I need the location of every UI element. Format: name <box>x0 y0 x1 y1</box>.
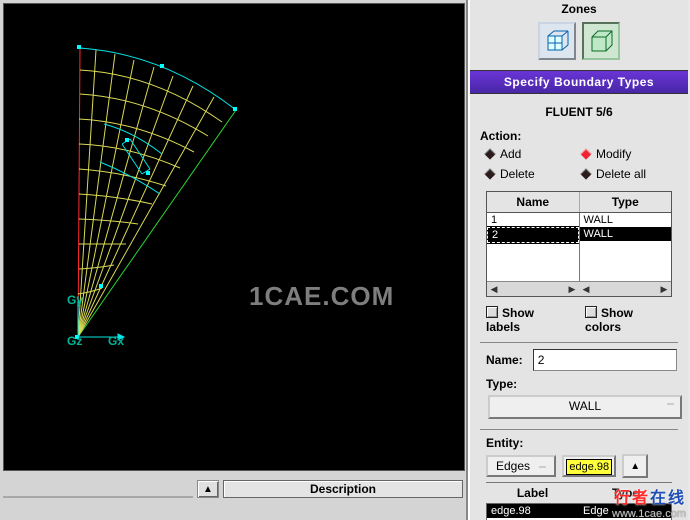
action-add[interactable]: Add <box>486 147 582 161</box>
type-value: WALL <box>569 399 601 413</box>
axis-x-label: Gx <box>108 334 124 348</box>
type-dropdown[interactable]: WALL <box>488 395 682 419</box>
zones-tool-boundary[interactable] <box>538 22 576 60</box>
entity-list[interactable]: edge.98 Edge <box>486 503 672 520</box>
viewport-watermark: 1CAE.COM <box>249 281 394 312</box>
checkbox-icon <box>486 306 498 318</box>
cube-solid-icon <box>589 29 613 53</box>
col-label: Label <box>486 483 579 503</box>
name-input[interactable] <box>533 349 677 371</box>
entity-value: edge.98 <box>566 459 612 475</box>
solver-label: FLUENT 5/6 <box>480 105 678 119</box>
checkbox-icon <box>585 306 597 318</box>
entity-type-cell: Edge <box>579 504 671 518</box>
entity-up-button[interactable]: ▲ <box>622 454 648 478</box>
col-type2: Type <box>579 483 672 503</box>
axis-y-label: Gy <box>67 293 83 307</box>
description-header: Description <box>223 480 463 498</box>
action-delete-label: Delete <box>500 167 535 181</box>
diamond-icon <box>580 148 591 159</box>
diamond-icon <box>484 148 495 159</box>
axis-z-label: Gz <box>67 334 82 348</box>
mesh-viewport[interactable]: Gy Gz Gx 1CAE.COM <box>3 3 465 471</box>
entity-label: Entity: <box>486 436 678 450</box>
action-modify-label: Modify <box>596 147 631 161</box>
list-item[interactable]: WALL <box>580 213 672 227</box>
action-delete-all-label: Delete all <box>596 167 646 181</box>
type-hscroll[interactable]: ◀▶ <box>579 281 671 296</box>
show-colors-check[interactable]: Show colors <box>585 305 672 334</box>
mesh-canvas: Gy Gz Gx <box>4 4 464 470</box>
show-labels-check[interactable]: Show labels <box>486 305 571 334</box>
action-add-label: Add <box>500 147 521 161</box>
diamond-icon <box>580 168 591 179</box>
entity-label-cell: edge.98 <box>487 504 579 518</box>
cube-grid-icon <box>545 29 569 53</box>
name-listbox[interactable]: 1 2 <box>487 213 580 281</box>
diamond-icon <box>484 168 495 179</box>
entity-menu-label: Edges <box>496 459 530 473</box>
list-item[interactable]: 1 <box>487 213 579 227</box>
entity-menu[interactable]: Edges <box>486 455 556 477</box>
zones-tool-continuum[interactable] <box>582 22 620 60</box>
list-item[interactable]: 2 <box>487 227 579 243</box>
list-item[interactable]: WALL <box>580 227 672 241</box>
dropdown-icon <box>539 466 546 468</box>
action-modify[interactable]: Modify <box>582 147 678 161</box>
action-label: Action: <box>480 129 678 143</box>
entity-field[interactable]: edge.98 <box>562 455 616 477</box>
col-name: Name <box>487 192 580 212</box>
boundary-table: Name Type 1 2 WALL WALL ◀▶ ◀▶ <box>486 191 672 297</box>
type-label: Type: <box>486 377 678 391</box>
desc-up-button[interactable]: ▲ <box>197 480 219 498</box>
zones-title: Zones <box>470 0 688 16</box>
type-listbox[interactable]: WALL WALL <box>580 213 672 281</box>
name-label: Name: <box>486 353 523 367</box>
action-delete-all[interactable]: Delete all <box>582 167 678 181</box>
dropdown-icon <box>667 403 674 405</box>
col-type: Type <box>580 192 672 212</box>
name-hscroll[interactable]: ◀▶ <box>487 281 579 296</box>
table-row: edge.98 Edge <box>487 504 671 518</box>
action-delete[interactable]: Delete <box>486 167 582 181</box>
panel-header: Specify Boundary Types <box>470 70 688 94</box>
